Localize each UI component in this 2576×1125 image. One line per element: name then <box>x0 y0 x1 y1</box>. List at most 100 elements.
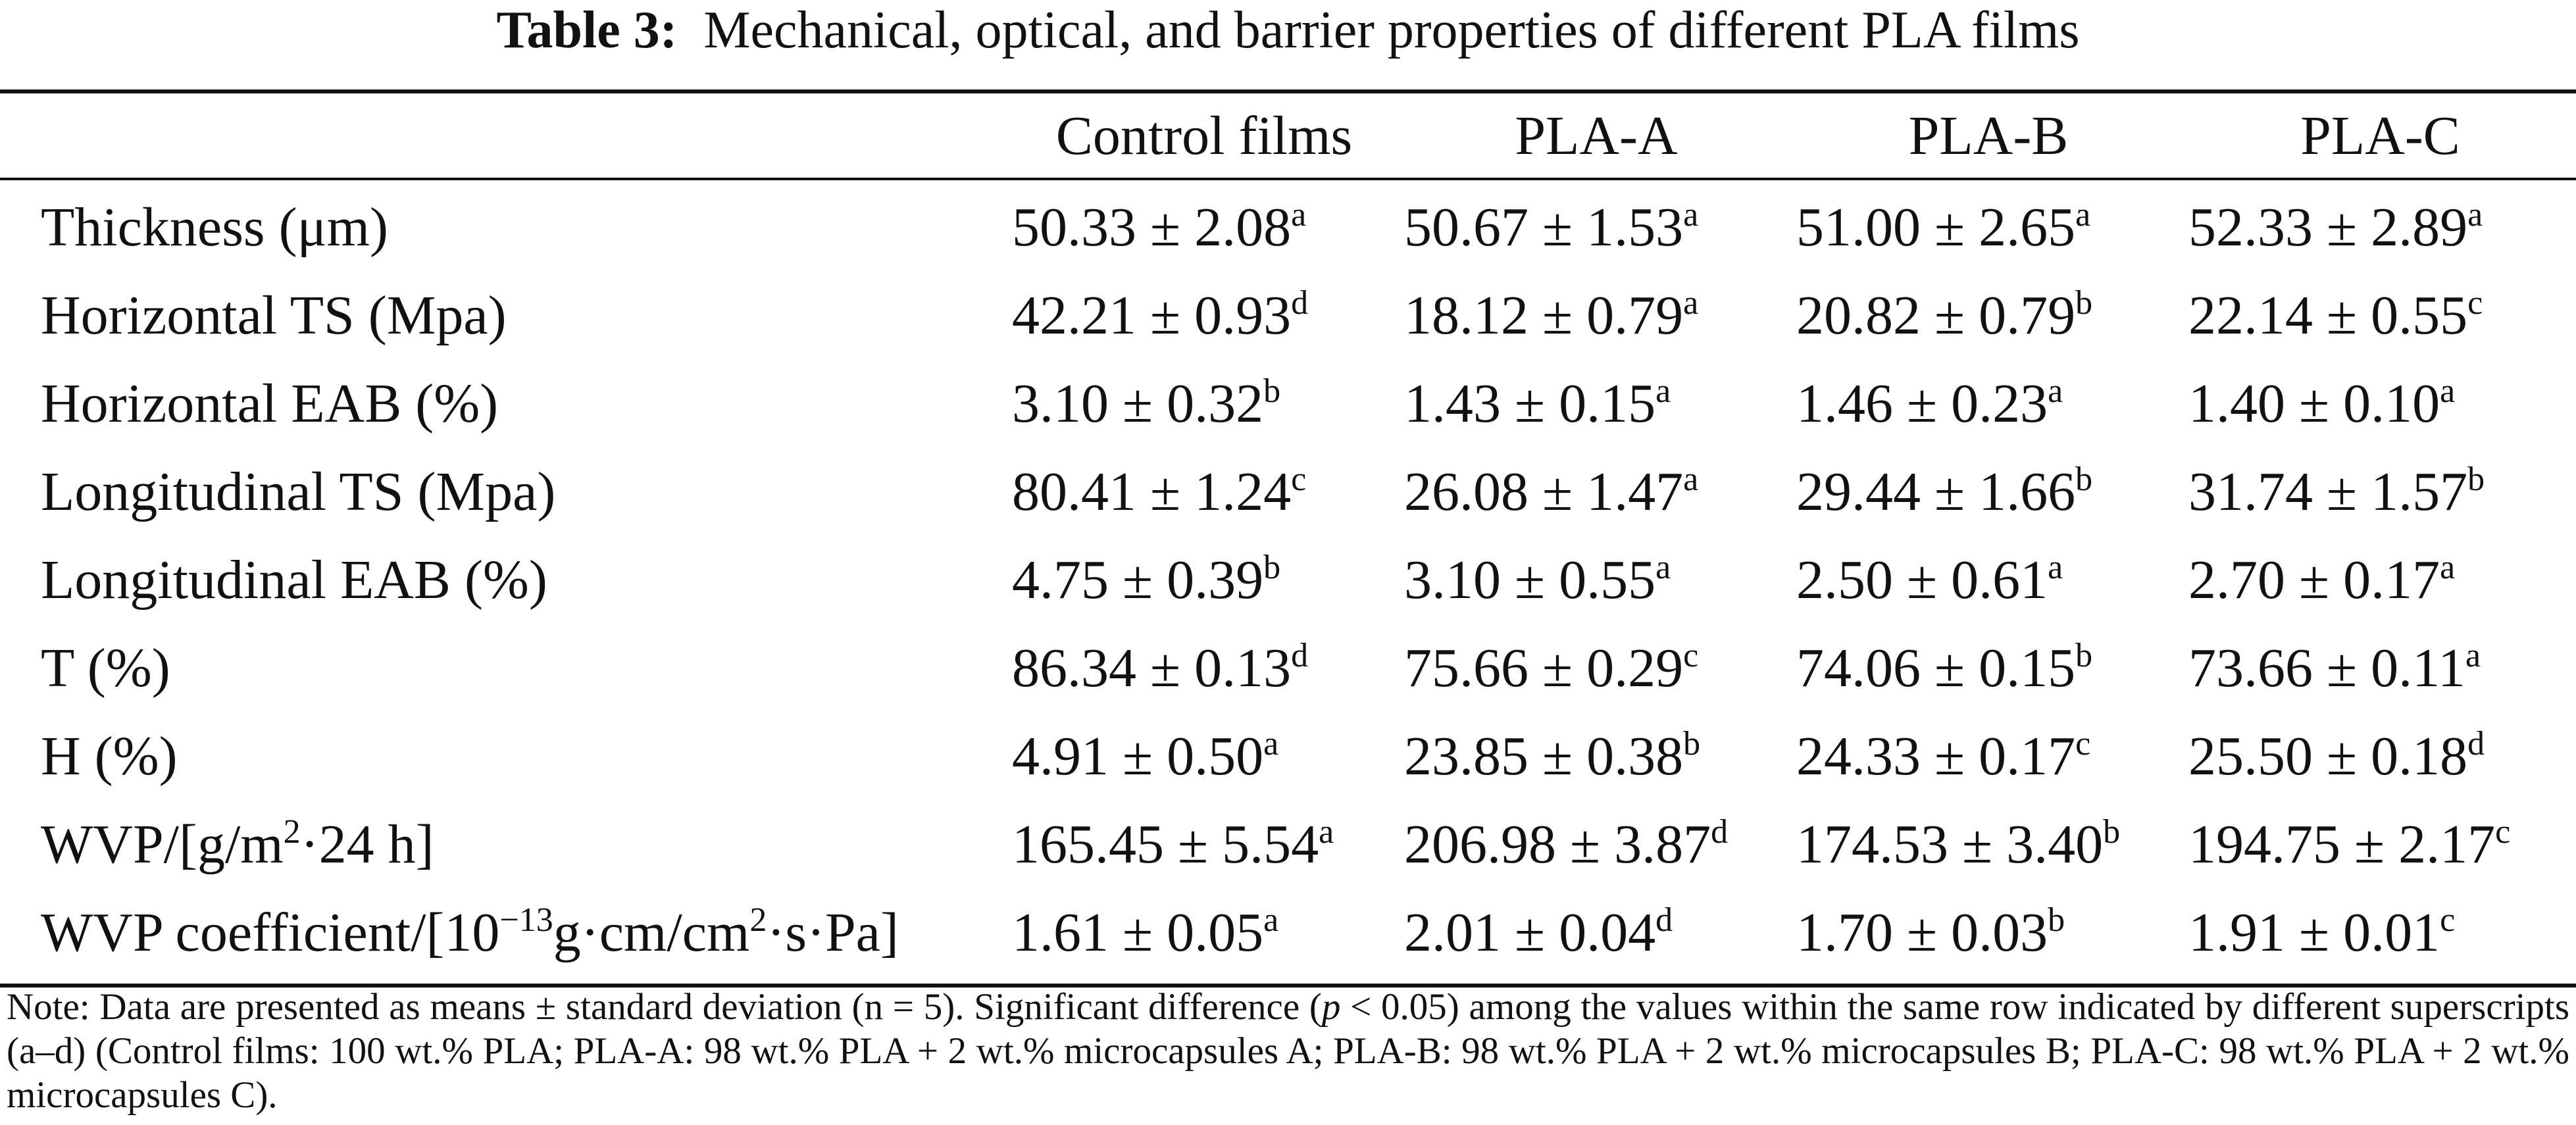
table-cell: 23.85 ± 0.38b <box>1404 724 1701 787</box>
significance-letter: a <box>2440 548 2456 586</box>
table-cell: 1.91 ± 0.01c <box>2188 901 2456 963</box>
table-cell: 18.12 ± 0.79a <box>1404 284 1699 346</box>
significance-letter: a <box>1683 195 1699 234</box>
significance-letter: b <box>2075 460 2093 498</box>
table-title-label: Table 3: <box>496 1 678 59</box>
table-cell: 29.44 ± 1.66b <box>1796 460 2093 522</box>
table-row: Longitudinal TS (Mpa) 80.41 ± 1.24c 26.0… <box>0 447 2576 536</box>
header-corner <box>0 93 1008 178</box>
table-cell: 165.45 ± 5.54a <box>1012 813 1334 875</box>
table-cell: 74.06 ± 0.15b <box>1796 636 2093 699</box>
significance-letter: b <box>1263 548 1281 586</box>
table-cell: 174.53 ± 3.40b <box>1796 813 2121 875</box>
table-row: H (%) 4.91 ± 0.50a 23.85 ± 0.38b 24.33 ±… <box>0 712 2576 800</box>
table-cell: 42.21 ± 0.93d <box>1012 284 1309 346</box>
significance-letter: a <box>2048 548 2063 586</box>
row-label: Horizontal EAB (%) <box>41 372 499 434</box>
table-cell: 80.41 ± 1.24c <box>1012 460 1307 522</box>
significance-letter: b <box>2103 813 2121 851</box>
table-cell: 22.14 ± 0.55c <box>2188 284 2483 346</box>
significance-letter: d <box>2467 724 2485 762</box>
table-cell: 4.75 ± 0.39b <box>1012 548 1281 611</box>
table-cell: 206.98 ± 3.87d <box>1404 813 1729 875</box>
significance-letter: b <box>1263 372 1281 410</box>
significance-letter: a <box>1655 372 1671 410</box>
significance-letter: c <box>2467 284 2483 322</box>
table-cell: 52.33 ± 2.89a <box>2188 195 2483 258</box>
table-cell: 86.34 ± 0.13d <box>1012 636 1309 699</box>
significance-letter: c <box>1683 636 1699 674</box>
table-cell: 26.08 ± 1.47a <box>1404 460 1699 522</box>
significance-letter: a <box>1655 548 1671 586</box>
table-row: Thickness (μm) 50.33 ± 2.08a 50.67 ± 1.5… <box>0 178 2576 271</box>
table-cell: 50.33 ± 2.08a <box>1012 195 1307 258</box>
header-rule <box>0 178 2576 180</box>
table-cell: 4.91 ± 0.50a <box>1012 724 1279 787</box>
significance-letter: a <box>1263 724 1279 762</box>
table-cell: 1.70 ± 0.03b <box>1796 901 2065 963</box>
significance-letter: b <box>1683 724 1701 762</box>
significance-letter: d <box>1291 636 1309 674</box>
table-row: Horizontal TS (Mpa) 42.21 ± 0.93d 18.12 … <box>0 271 2576 359</box>
column-header: PLA-B <box>1908 105 2069 166</box>
table-title-text: Mechanical, optical, and barrier propert… <box>703 1 2080 59</box>
header-row: Control films PLA-A PLA-B PLA-C <box>0 93 2576 178</box>
significance-letter: d <box>1291 284 1309 322</box>
significance-letter: a <box>2465 636 2481 674</box>
significance-letter: a <box>1683 284 1699 322</box>
table-cell: 2.01 ± 0.04d <box>1404 901 1673 963</box>
significance-letter: a <box>2440 372 2456 410</box>
significance-letter: a <box>2048 372 2063 410</box>
significance-letter: a <box>1263 901 1279 939</box>
table-cell: 1.61 ± 0.05a <box>1012 901 1279 963</box>
column-header: Control films <box>1055 105 1353 166</box>
significance-letter: c <box>2440 901 2456 939</box>
significance-letter: a <box>1319 813 1334 851</box>
row-label: Thickness (μm) <box>41 196 388 258</box>
table-cell: 50.67 ± 1.53a <box>1404 195 1699 258</box>
table-row: T (%) 86.34 ± 0.13d 75.66 ± 0.29c 74.06 … <box>0 624 2576 712</box>
table-cell: 2.50 ± 0.61a <box>1796 548 2063 611</box>
table-cell: 1.46 ± 0.23a <box>1796 372 2063 434</box>
row-label: Longitudinal TS (Mpa) <box>41 461 556 522</box>
significance-letter: c <box>1291 460 1307 498</box>
column-header: PLA-C <box>2300 105 2460 166</box>
table-cell: 1.40 ± 0.10a <box>2188 372 2456 434</box>
row-label: T (%) <box>41 637 170 699</box>
significance-letter: a <box>2467 195 2483 234</box>
significance-letter: d <box>1711 813 1729 851</box>
significance-letter: a <box>1683 460 1699 498</box>
bottom-rule <box>0 984 2576 988</box>
table-cell: 3.10 ± 0.55a <box>1404 548 1671 611</box>
table-cell: 31.74 ± 1.57b <box>2188 460 2485 522</box>
significance-letter: b <box>2075 636 2093 674</box>
table-cell: 24.33 ± 0.17c <box>1796 724 2091 787</box>
column-header: PLA-A <box>1515 105 1678 166</box>
significance-letter: b <box>2075 284 2093 322</box>
significance-letter: b <box>2048 901 2065 939</box>
significance-letter: d <box>1655 901 1673 939</box>
table-cell: 73.66 ± 0.11a <box>2188 636 2481 699</box>
row-label: Horizontal TS (Mpa) <box>41 284 507 346</box>
table-title: Table 3: Mechanical, optical, and barrie… <box>0 0 2576 61</box>
table-row: Horizontal EAB (%) 3.10 ± 0.32b 1.43 ± 0… <box>0 359 2576 447</box>
row-label: WVP coefficient/[10−13g·cm/cm2·s·Pa] <box>41 901 899 963</box>
table-row: Longitudinal EAB (%) 4.75 ± 0.39b 3.10 ±… <box>0 536 2576 624</box>
significance-letter: a <box>2075 195 2091 234</box>
table-cell: 2.70 ± 0.17a <box>2188 548 2456 611</box>
table-cell: 75.66 ± 0.29c <box>1404 636 1699 699</box>
table-cell: 51.00 ± 2.65a <box>1796 195 2091 258</box>
top-rule <box>0 89 2576 93</box>
table-cell: 3.10 ± 0.32b <box>1012 372 1281 434</box>
row-label: Longitudinal EAB (%) <box>41 549 547 611</box>
table-cell: 194.75 ± 2.17c <box>2188 813 2511 875</box>
table-row: WVP coefficient/[10−13g·cm/cm2·s·Pa] 1.6… <box>0 888 2576 976</box>
significance-letter: a <box>1291 195 1307 234</box>
table-note: Note: Data are presented as means ± stan… <box>7 986 2570 1116</box>
significance-letter: b <box>2467 460 2485 498</box>
row-label: H (%) <box>41 725 178 787</box>
properties-table: Control films PLA-A PLA-B PLA-C Thicknes… <box>0 93 2576 976</box>
table-cell: 25.50 ± 0.18d <box>2188 724 2485 787</box>
table-cell: 20.82 ± 0.79b <box>1796 284 2093 346</box>
